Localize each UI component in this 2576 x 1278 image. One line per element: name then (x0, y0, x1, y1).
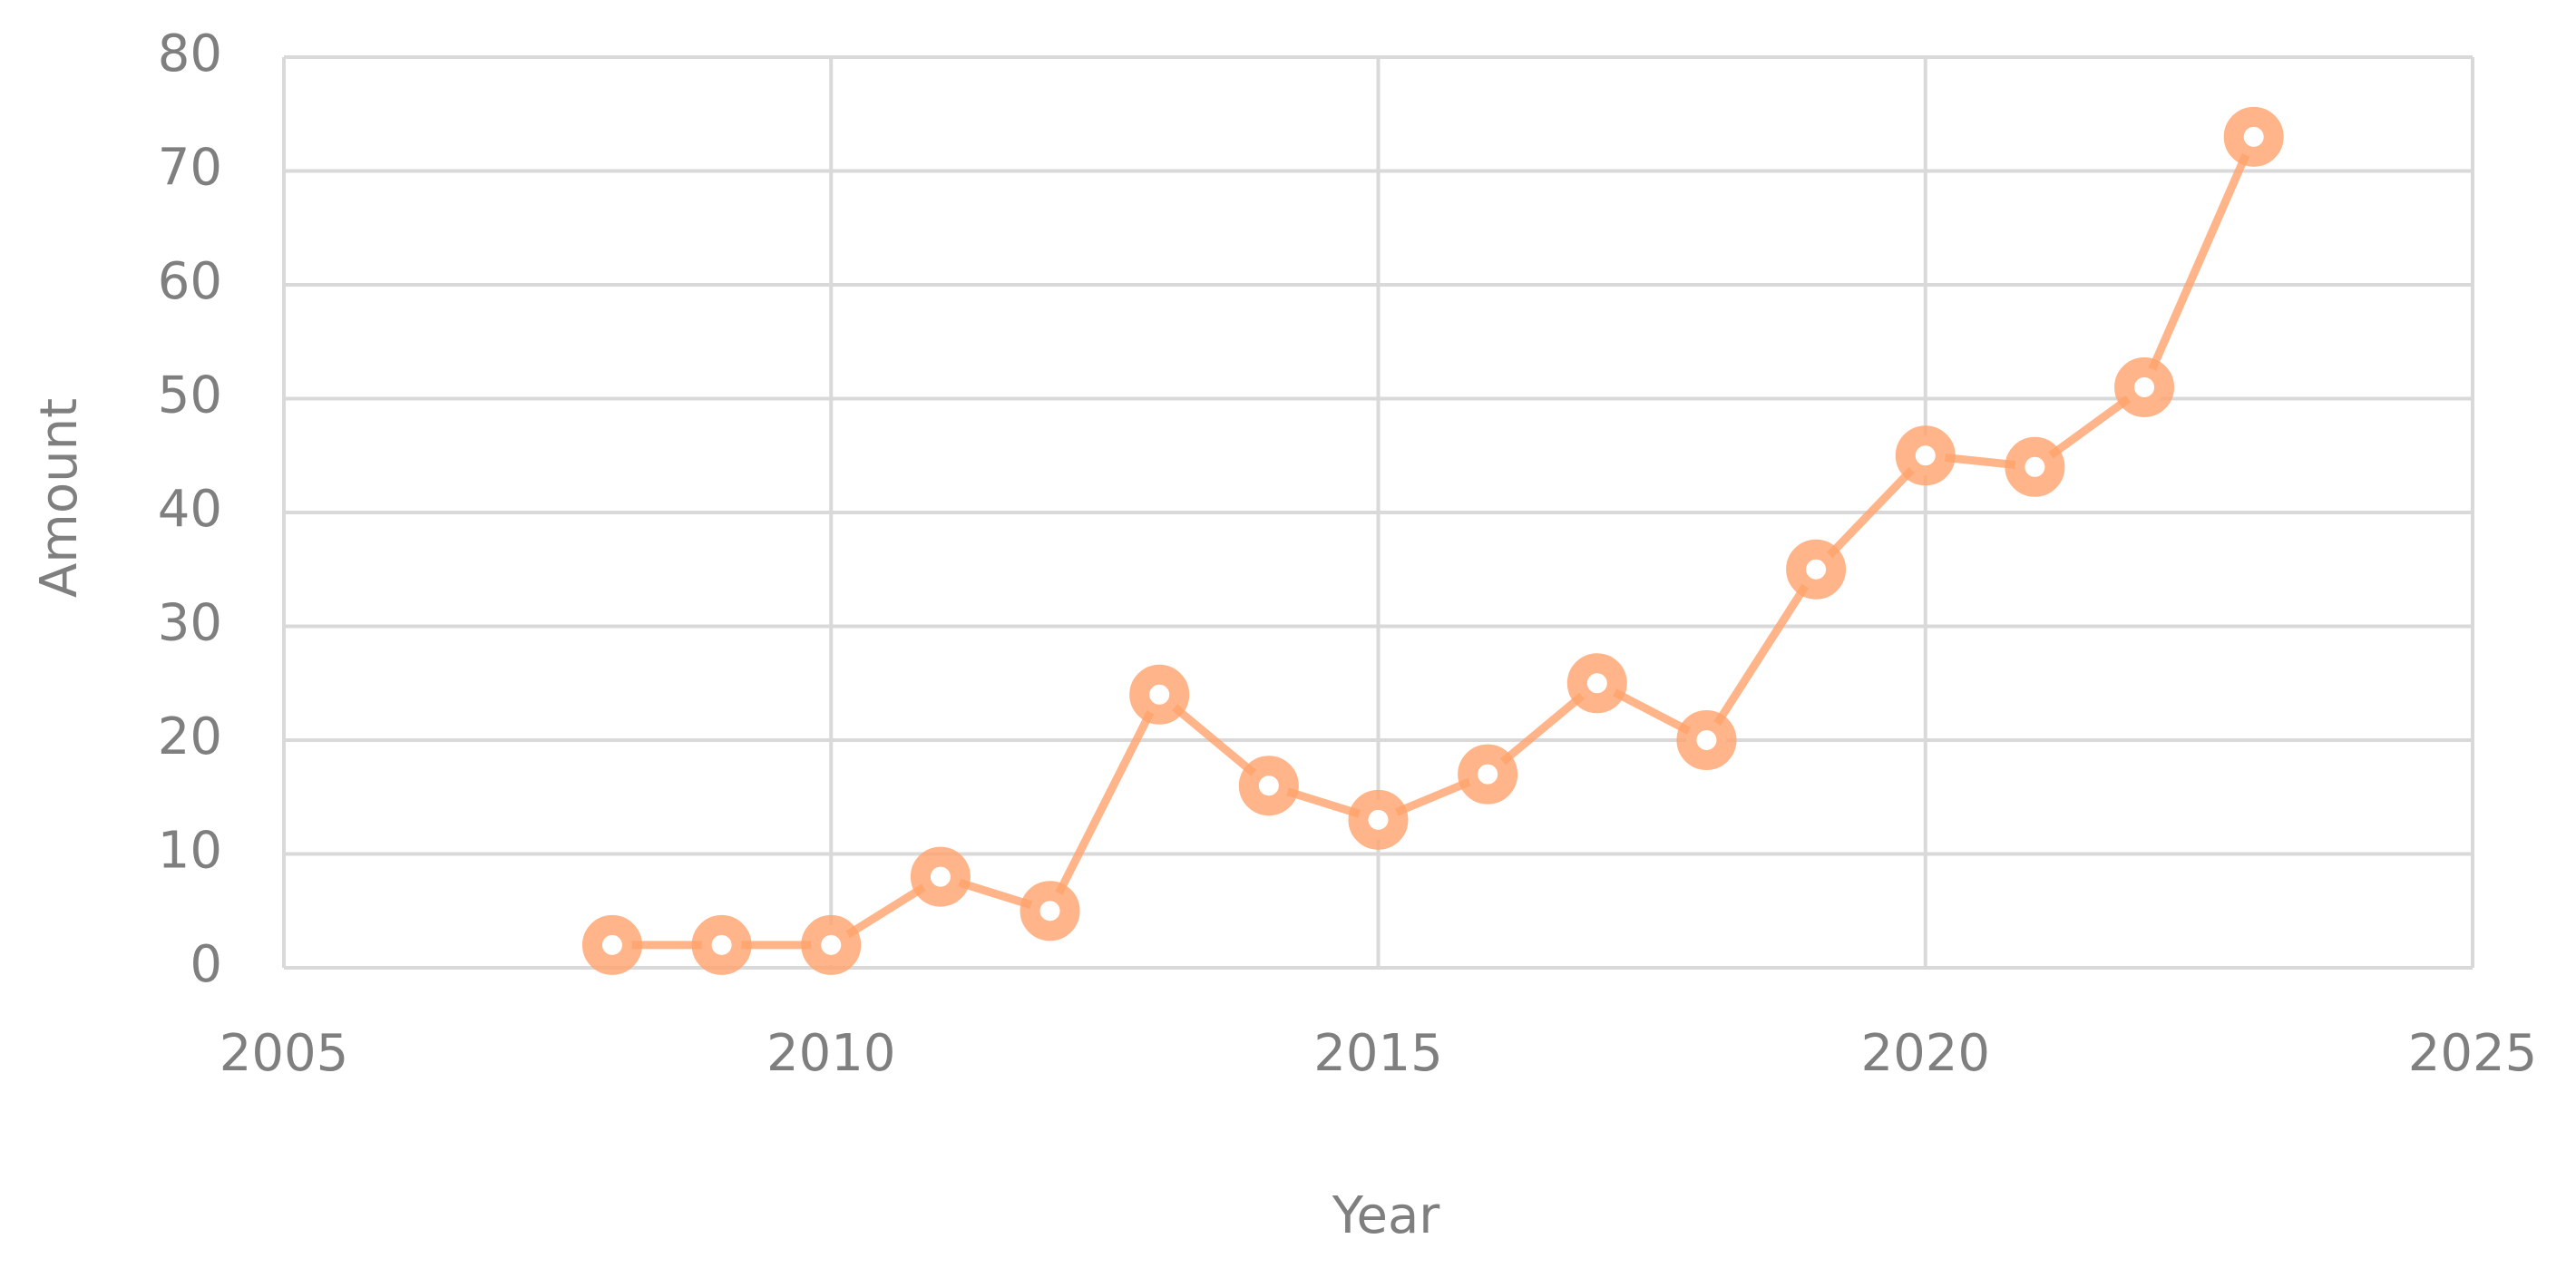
y-tick-label: 40 (158, 480, 222, 539)
marker (801, 914, 862, 975)
marker (1676, 710, 1737, 770)
marker (581, 914, 642, 975)
y-tick-label: 20 (158, 707, 222, 766)
line (611, 135, 2258, 950)
x-axis-title: Year (1332, 1186, 1441, 1245)
y-tick-label: 50 (158, 366, 222, 425)
marker (1020, 881, 1080, 941)
marker (1566, 653, 1627, 714)
marker (2005, 436, 2065, 497)
x-tick-label: 2015 (1313, 1024, 1443, 1083)
y-tick-label: 0 (190, 935, 222, 994)
marker (1238, 756, 1299, 816)
x-tick-label: 2020 (1860, 1024, 1990, 1083)
marker (2114, 356, 2175, 417)
marker (1129, 664, 1190, 725)
x-tick-label: 2010 (766, 1024, 896, 1083)
marker (1786, 539, 1847, 600)
y-tick-label: 70 (158, 139, 222, 198)
marker (691, 914, 752, 975)
x-tick-label: 2025 (2408, 1024, 2538, 1083)
marker (1458, 744, 1518, 805)
y-tick-label: 80 (158, 24, 222, 83)
marker (1348, 789, 1409, 850)
marker (910, 846, 971, 907)
y-tick-label: 30 (158, 594, 222, 653)
y-axis-title: Amount (30, 398, 89, 598)
marker (2223, 106, 2284, 167)
x-tick-label: 2005 (220, 1024, 349, 1083)
y-tick-label: 60 (158, 252, 222, 311)
marker (1895, 425, 1956, 486)
y-tick-label: 10 (158, 822, 222, 881)
